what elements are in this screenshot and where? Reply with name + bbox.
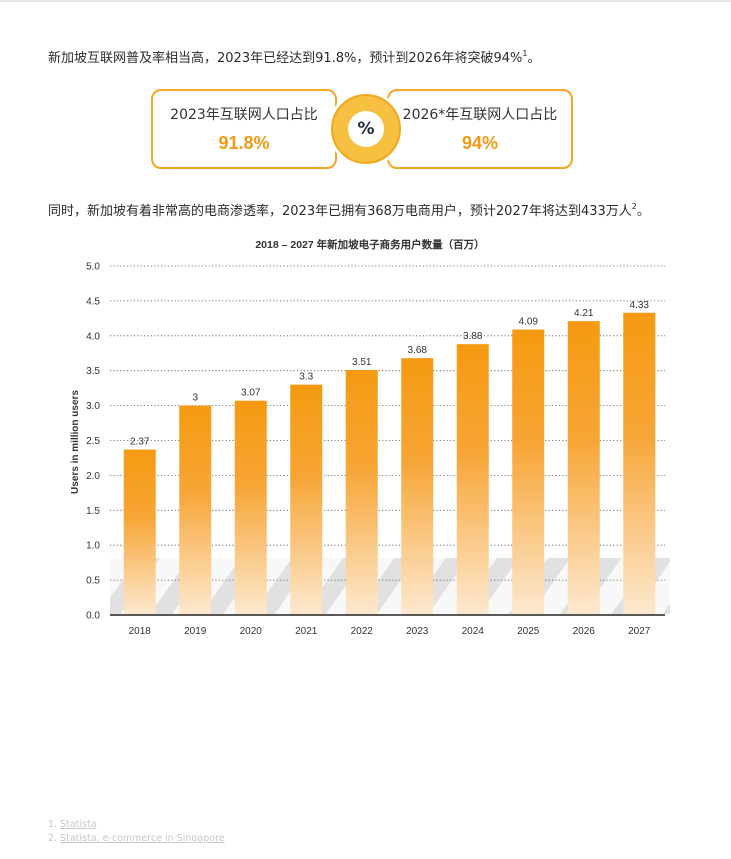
x-tick-label: 2023 xyxy=(406,626,429,637)
ecommerce-end: 。 xyxy=(636,204,650,219)
y-tick-label: 4.5 xyxy=(86,296,100,307)
y-tick-label: 3.0 xyxy=(86,401,100,412)
y-tick-label: 2.0 xyxy=(86,471,100,482)
data-label: 4.21 xyxy=(574,308,594,319)
footnote-1: 1. Statista xyxy=(48,818,225,832)
stat-value-2023: 91.8% xyxy=(218,133,270,153)
y-axis-label: Users in million users xyxy=(70,390,81,494)
intro-end: 。 xyxy=(527,51,541,66)
stat-box-2026: 2026*年互联网人口占比 94% xyxy=(387,89,573,169)
data-label: 2.37 xyxy=(130,437,150,448)
bar xyxy=(456,344,489,615)
stat-value-2026: 94% xyxy=(461,133,499,153)
y-tick-label: 4.0 xyxy=(86,331,100,342)
footnote-ref-2[interactable]: 2 xyxy=(631,202,637,211)
ecommerce-text: 同时，新加坡有着非常高的电商渗透率，2023年已拥有368万电商用户，预计202… xyxy=(48,204,632,219)
footnote-1-number: 1. xyxy=(48,819,58,830)
x-tick-label: 2022 xyxy=(351,626,374,637)
intro-paragraph: 新加坡互联网普及率相当高，2023年已经达到91.8%，预计到2026年将突破9… xyxy=(48,45,540,68)
bar xyxy=(512,329,545,615)
bar xyxy=(290,384,323,615)
y-tick-label: 1.5 xyxy=(86,506,100,517)
ecommerce-paragraph: 同时，新加坡有着非常高的电商渗透率，2023年已拥有368万电商用户，预计202… xyxy=(48,198,650,221)
top-divider xyxy=(0,0,731,2)
bar xyxy=(234,400,267,615)
stat-label-2023: 2023年互联网人口占比 xyxy=(170,107,318,123)
y-tick-label: 5.0 xyxy=(86,262,100,273)
data-label: 3.07 xyxy=(241,388,261,399)
y-tick-label: 0.0 xyxy=(86,611,100,622)
x-tick-label: 2024 xyxy=(462,626,485,637)
bar xyxy=(345,370,378,615)
bar xyxy=(567,321,600,615)
footnotes: 1. Statista 2. Statista, e-commerce in S… xyxy=(48,818,225,846)
stat-box-2023: 2023年互联网人口占比 91.8% xyxy=(151,89,337,169)
ecommerce-users-bar-chart: 2018 – 2027 年新加坡电子商务用户数量（百万） Users in mi… xyxy=(70,238,670,637)
bar xyxy=(401,358,434,615)
x-tick-label: 2019 xyxy=(184,626,207,637)
chart-title: 2018 – 2027 年新加坡电子商务用户数量（百万） xyxy=(255,238,484,251)
x-tick-label: 2018 xyxy=(129,626,152,637)
intro-text: 新加坡互联网普及率相当高，2023年已经达到91.8%，预计到2026年将突破9… xyxy=(48,51,523,66)
footnote-1-link[interactable]: Statista xyxy=(60,819,97,830)
data-label: 3.3 xyxy=(299,372,313,383)
percent-icon: % xyxy=(348,111,384,147)
bar xyxy=(623,312,656,615)
x-tick-label: 2020 xyxy=(240,626,263,637)
x-tick-label: 2026 xyxy=(573,626,596,637)
y-tick-label: 1.0 xyxy=(86,541,100,552)
y-tick-label: 2.5 xyxy=(86,436,100,447)
data-label: 3 xyxy=(192,393,198,404)
data-label: 4.33 xyxy=(630,300,650,311)
x-tick-label: 2021 xyxy=(295,626,318,637)
data-label: 3.51 xyxy=(352,357,372,368)
bar xyxy=(179,405,212,615)
y-tick-label: 3.5 xyxy=(86,366,100,377)
footnote-2-number: 2. xyxy=(48,833,58,844)
footnote-2: 2. Statista, e-commerce in Singapore xyxy=(48,832,225,846)
x-tick-label: 2027 xyxy=(628,626,651,637)
y-tick-label: 0.5 xyxy=(86,576,100,587)
stat-label-2026: 2026*年互联网人口占比 xyxy=(402,107,558,123)
bar xyxy=(123,449,156,615)
data-label: 3.88 xyxy=(463,331,483,342)
data-label: 3.68 xyxy=(408,345,428,356)
footnote-2-link[interactable]: Statista, e-commerce in Singapore xyxy=(60,833,225,844)
data-label: 4.09 xyxy=(519,317,539,328)
x-tick-label: 2025 xyxy=(517,626,540,637)
footnote-ref-1[interactable]: 1 xyxy=(522,49,528,58)
